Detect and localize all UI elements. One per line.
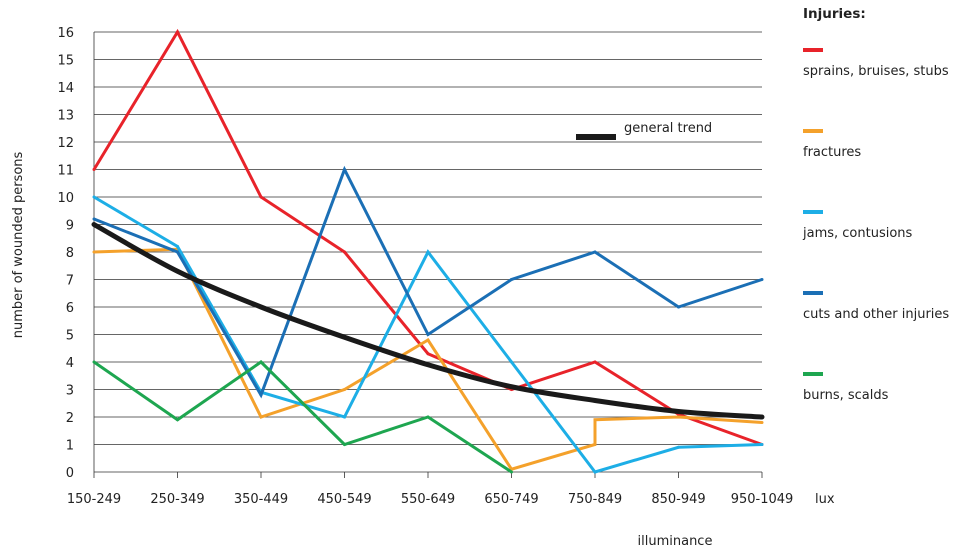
series-lines xyxy=(92,28,764,474)
series-0-point xyxy=(259,195,263,199)
series-4-point xyxy=(92,360,96,364)
series-1-point xyxy=(593,443,597,446)
y-tick-label: 0 xyxy=(66,466,74,481)
y-axis-label: number of wounded persons xyxy=(11,151,26,338)
series-4-point xyxy=(259,360,263,364)
series-2-point xyxy=(677,445,680,449)
series-3-point xyxy=(593,250,597,254)
legend-item: jams, contusions xyxy=(803,210,968,291)
trend-legend-label: general trend xyxy=(624,121,713,136)
y-tick-label: 15 xyxy=(57,54,74,69)
x-axis-label: illuminance xyxy=(638,534,713,549)
series-0-point xyxy=(176,30,179,34)
x-tick-label: 450-549 xyxy=(317,492,371,507)
x-tick-label: 250-349 xyxy=(150,492,204,507)
y-tick-label: 10 xyxy=(57,191,74,206)
series-1-point xyxy=(677,415,680,419)
trend-line-group xyxy=(91,222,765,420)
series-2-point xyxy=(426,250,430,254)
series-3-point xyxy=(510,278,513,281)
y-tick-label: 14 xyxy=(57,81,74,96)
series-1-point xyxy=(343,388,346,391)
series-4-point xyxy=(176,418,179,422)
legend-label: burns, scalds xyxy=(803,388,889,403)
trend-line xyxy=(91,222,765,420)
series-3-point xyxy=(343,168,346,171)
legend-label: jams, contusions xyxy=(803,226,913,241)
series-1-point xyxy=(760,421,764,424)
x-unit-label: lux xyxy=(815,492,835,507)
y-tick-label: 11 xyxy=(57,164,74,179)
x-tick-label: 550-649 xyxy=(401,492,455,507)
y-tick-label: 2 xyxy=(66,411,74,426)
series-2-point xyxy=(176,245,179,248)
series-1-point xyxy=(259,415,263,419)
x-tick-label: 650-749 xyxy=(484,492,538,507)
series-line-0 xyxy=(92,28,763,446)
series-line-3 xyxy=(93,165,763,399)
y-tick-label: 1 xyxy=(66,439,74,454)
legend-items: sprains, bruises, stubs fractures jams, co… xyxy=(803,48,968,453)
y-tick-label: 13 xyxy=(57,109,74,124)
x-tick-label: 750-849 xyxy=(568,492,622,507)
legend-label: fractures xyxy=(803,145,862,160)
y-tick-label: 5 xyxy=(66,329,74,344)
x-tick-label: 350-449 xyxy=(234,492,288,507)
legend-item: sprains, bruises, stubs xyxy=(803,48,968,129)
legend-label: sprains, bruises, stubs xyxy=(803,64,949,79)
series-line-1 xyxy=(93,247,763,472)
trend-legend-swatch xyxy=(576,134,616,140)
series-2-point xyxy=(92,195,96,199)
legend-swatch xyxy=(803,291,823,295)
x-tick-label: 950-1049 xyxy=(731,492,794,507)
series-3-point xyxy=(760,278,764,281)
series-3-point xyxy=(677,305,680,309)
series-0-point xyxy=(92,168,96,171)
series-0-point xyxy=(426,352,430,356)
series-2-point xyxy=(593,470,597,474)
x-tick-label: 850-949 xyxy=(651,492,705,507)
legend-swatch xyxy=(803,129,823,133)
x-tick-label: 150-249 xyxy=(67,492,121,507)
y-tick-label: 3 xyxy=(66,384,74,399)
legend-swatch xyxy=(803,372,823,376)
series-3-point xyxy=(176,250,179,254)
series-1-point xyxy=(92,250,96,254)
series-3-point xyxy=(259,393,263,397)
series-4-point xyxy=(343,443,346,446)
series-0-point xyxy=(593,360,597,364)
y-tick-label: 8 xyxy=(66,246,74,261)
legend-swatch xyxy=(803,48,823,52)
series-4-point xyxy=(510,470,513,474)
series-line-4 xyxy=(93,360,513,474)
series-1-point xyxy=(426,338,430,342)
legend-item: burns, scalds xyxy=(803,372,968,453)
legend-title: Injuries: xyxy=(803,6,866,22)
legend-item: cuts and other injuries xyxy=(803,291,968,372)
series-3-point xyxy=(426,333,430,336)
legend: Injuries: sprains, bruises, stubs fractur… xyxy=(803,6,968,453)
y-tick-label: 7 xyxy=(66,274,74,289)
legend-swatch xyxy=(803,210,823,214)
series-0-point xyxy=(343,250,346,254)
series-3-point xyxy=(92,217,96,221)
y-tick-label: 16 xyxy=(57,26,74,41)
x-tick-labels: 150-249 250-349 350-449 450-549 550-649 650-7… xyxy=(67,492,793,507)
legend-item: fractures xyxy=(803,129,968,210)
y-tick-label: 4 xyxy=(66,356,74,371)
y-tick-label: 6 xyxy=(66,301,74,316)
legend-label: cuts and other injuries xyxy=(803,307,950,322)
series-2-point xyxy=(343,415,346,419)
series-2-point xyxy=(510,360,513,364)
series-4-point xyxy=(426,415,430,419)
series-2-point xyxy=(760,443,764,446)
y-tick-label: 9 xyxy=(66,219,74,234)
y-tick-label: 12 xyxy=(57,136,74,151)
